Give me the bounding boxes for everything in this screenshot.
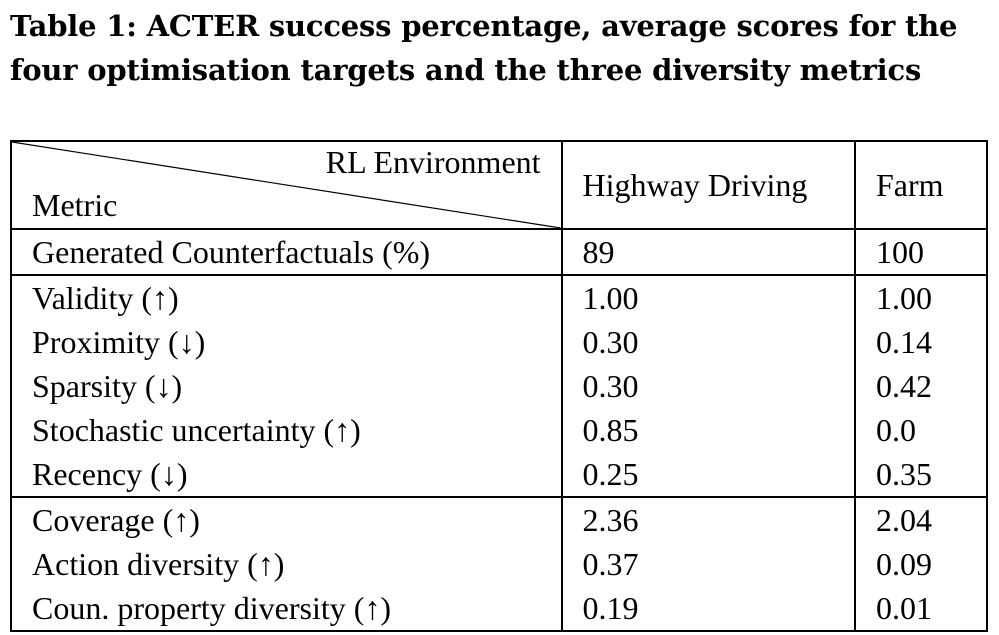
metric-cell: Coverage (↑) bbox=[10, 496, 563, 542]
header-row: RL Environment Metric Highway Driving Fa… bbox=[10, 140, 988, 230]
farm-value: 0.14 bbox=[854, 320, 988, 364]
metric-cell: Sparsity (↓) bbox=[10, 364, 563, 408]
metric-cell: Action diversity (↑) bbox=[10, 542, 563, 586]
farm-value: 0.42 bbox=[854, 364, 988, 408]
header-farm: Farm bbox=[854, 140, 988, 230]
table-row: Proximity (↓) 0.30 0.14 bbox=[10, 320, 988, 364]
caption-line-1: Table 1: ACTER success percentage, avera… bbox=[10, 9, 958, 43]
table-row: Sparsity (↓) 0.30 0.42 bbox=[10, 364, 988, 408]
metric-cell: Stochastic uncertainty (↑) bbox=[10, 408, 563, 452]
highway-driving-value: 0.37 bbox=[560, 542, 857, 586]
metric-cell: Generated Counterfactuals (%) bbox=[10, 229, 563, 275]
metric-cell: Validity (↑) bbox=[10, 274, 563, 320]
metric-cell: Recency (↓) bbox=[10, 452, 563, 497]
diagonal-line bbox=[12, 142, 561, 228]
metric-cell: Proximity (↓) bbox=[10, 320, 563, 364]
farm-value: 0.01 bbox=[854, 586, 988, 632]
header-metric: Metric bbox=[32, 187, 118, 223]
highway-driving-value: 0.25 bbox=[560, 452, 857, 497]
highway-driving-value: 89 bbox=[560, 229, 857, 275]
caption-line-2: four optimisation targets and the three … bbox=[10, 53, 922, 87]
table-row: Coverage (↑) 2.36 2.04 bbox=[10, 496, 988, 542]
table-row: Action diversity (↑) 0.37 0.09 bbox=[10, 542, 988, 586]
metric-cell: Coun. property diversity (↑) bbox=[10, 586, 563, 632]
highway-driving-value: 0.30 bbox=[560, 320, 857, 364]
farm-value: 1.00 bbox=[854, 274, 988, 320]
header-rl-environment: RL Environment bbox=[325, 144, 541, 180]
table-row: Validity (↑) 1.00 1.00 bbox=[10, 274, 988, 320]
farm-value: 2.04 bbox=[854, 496, 988, 542]
table-caption: Table 1: ACTER success percentage, avera… bbox=[10, 4, 990, 92]
farm-value: 0.0 bbox=[854, 408, 988, 452]
table-row: Generated Counterfactuals (%) 89 100 bbox=[10, 229, 988, 275]
table-row: Stochastic uncertainty (↑) 0.85 0.0 bbox=[10, 408, 988, 452]
farm-value: 0.35 bbox=[854, 452, 988, 497]
highway-driving-value: 0.19 bbox=[560, 586, 857, 632]
farm-value: 100 bbox=[854, 229, 988, 275]
highway-driving-value: 0.30 bbox=[560, 364, 857, 408]
diagonal-header-cell: RL Environment Metric bbox=[10, 140, 563, 230]
table-row: Coun. property diversity (↑) 0.19 0.01 bbox=[10, 586, 988, 632]
highway-driving-value: 2.36 bbox=[560, 496, 857, 542]
header-highway-driving: Highway Driving bbox=[560, 140, 857, 230]
results-table: RL Environment Metric Highway Driving Fa… bbox=[10, 140, 988, 632]
farm-value: 0.09 bbox=[854, 542, 988, 586]
highway-driving-value: 0.85 bbox=[560, 408, 857, 452]
table-row: Recency (↓) 0.25 0.35 bbox=[10, 452, 988, 497]
highway-driving-value: 1.00 bbox=[560, 274, 857, 320]
